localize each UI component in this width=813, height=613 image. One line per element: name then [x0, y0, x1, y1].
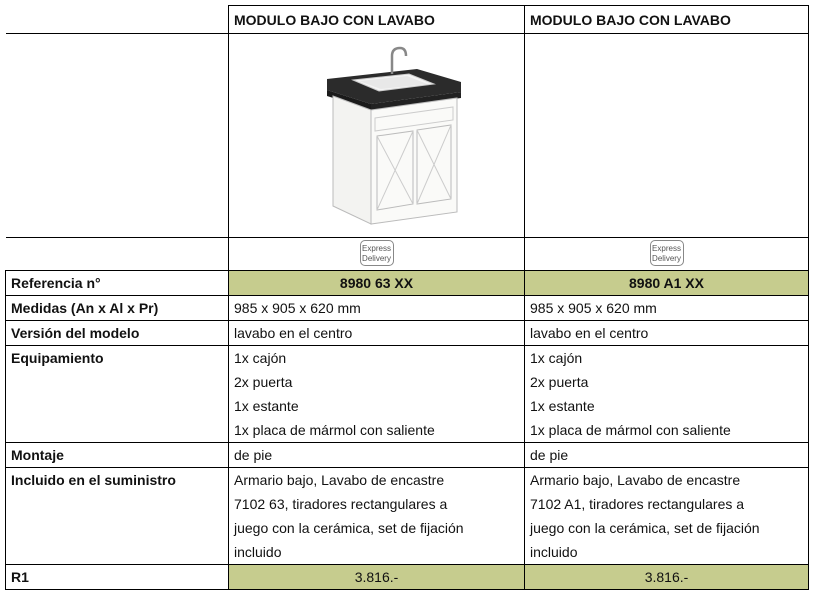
row-label: Medidas (An x Al x Pr): [5, 295, 229, 321]
spec-cell: 3.816.-: [524, 564, 809, 590]
spec-cell: de pie: [524, 442, 809, 468]
row-label: R1: [5, 564, 229, 590]
column-header: MODULO BAJO CON LAVABO: [228, 5, 525, 34]
cell-line: de pie: [530, 447, 569, 463]
cell-line: 3.816.-: [644, 569, 689, 585]
cell-line: 1x placa de mármol con saliente: [530, 422, 731, 438]
cell-line: 8980 A1 XX: [629, 275, 704, 291]
spec-row: Montaje de pie de pie: [5, 442, 809, 468]
spec-row: Equipamiento 1x cajón 2x puerta 1x estante 1…: [5, 345, 809, 443]
spec-cell: Armario bajo, Lavabo de encastre 7102 63,…: [228, 467, 525, 565]
cell-line: 1x cajón: [530, 350, 583, 366]
spec-cell: 1x cajón 2x puerta 1x estante 1x placa de m…: [524, 345, 809, 443]
cell-line: Armario bajo, Lavabo de encastre: [234, 472, 445, 488]
spec-cell: de pie: [228, 442, 525, 468]
spec-cell: 3.816.-: [228, 564, 525, 590]
cell-line: 7102 A1, tiradores rectangulares a: [530, 496, 745, 512]
cell-line: 7102 63, tiradores rectangulares a: [234, 496, 448, 512]
cell-line: Armario bajo, Lavabo de encastre: [530, 472, 741, 488]
badge-row: Express Delivery Express Delivery: [5, 237, 809, 271]
badge-text: Delivery: [652, 254, 681, 263]
spec-row: Referencia n° 8980 63 XX 8980 A1 XX: [5, 270, 809, 296]
badge-cell: Express Delivery: [228, 237, 525, 271]
badge-text: Express: [652, 244, 681, 253]
cell-line: 1x placa de mármol con saliente: [234, 422, 435, 438]
cell-line: 1x estante: [234, 398, 299, 414]
express-delivery-badge: Express Delivery: [649, 240, 684, 266]
cell-line: juego con la cerámica, set de fijación: [530, 520, 760, 536]
blank-cell: [5, 237, 229, 271]
spec-row: R1 3.816.- 3.816.-: [5, 564, 809, 590]
badge-cell: Express Delivery: [524, 237, 809, 271]
blank-cell: [5, 5, 229, 34]
cell-line: 1x estante: [530, 398, 595, 414]
spec-row: Incluido en el suministro Armario bajo, L…: [5, 467, 809, 565]
cell-line: 985 x 905 x 620 mm: [530, 300, 657, 316]
spec-cell: 8980 A1 XX: [524, 270, 809, 296]
product-image: [327, 46, 461, 225]
image-cell: [524, 33, 809, 238]
spec-cell: 8980 63 XX: [228, 270, 525, 296]
row-label: Equipamiento: [5, 345, 229, 443]
express-delivery-badge: Express Delivery: [359, 240, 394, 266]
column-header: MODULO BAJO CON LAVABO: [524, 5, 809, 34]
cell-line: incluido: [234, 544, 282, 560]
header-row: MODULO BAJO CON LAVABO MODULO BAJO CON LA…: [5, 5, 809, 34]
row-label: Incluido en el suministro: [5, 467, 229, 565]
spec-table: MODULO BAJO CON LAVABO MODULO BAJO CON LA…: [5, 5, 809, 590]
cell-line: 1x cajón: [234, 350, 287, 366]
cell-line: incluido: [530, 544, 578, 560]
spec-row: Medidas (An x Al x Pr) 985 x 905 x 620 mm…: [5, 295, 809, 321]
badge-text: Delivery: [362, 254, 391, 263]
cell-line: 2x puerta: [234, 374, 293, 390]
cell-line: 3.816.-: [354, 569, 399, 585]
cell-line: juego con la cerámica, set de fijación: [234, 520, 464, 536]
spec-cell: 985 x 905 x 620 mm: [228, 295, 525, 321]
spec-cell: 1x cajón 2x puerta 1x estante 1x placa de m…: [228, 345, 525, 443]
row-label: Montaje: [5, 442, 229, 468]
image-row: [5, 33, 809, 238]
spec-cell: lavabo en el centro: [524, 320, 809, 346]
row-label: Referencia n°: [5, 270, 229, 296]
cell-line: 2x puerta: [530, 374, 589, 390]
image-cell: [228, 33, 525, 238]
cell-line: 985 x 905 x 620 mm: [234, 300, 361, 316]
spec-cell: 985 x 905 x 620 mm: [524, 295, 809, 321]
blank-cell: [5, 33, 229, 238]
cell-line: de pie: [234, 447, 273, 463]
cell-line: lavabo en el centro: [234, 325, 353, 341]
spec-cell: Armario bajo, Lavabo de encastre 7102 A1,…: [524, 467, 809, 565]
spec-cell: lavabo en el centro: [228, 320, 525, 346]
row-label: Versión del modelo: [5, 320, 229, 346]
cell-line: 8980 63 XX: [339, 275, 414, 291]
badge-text: Express: [362, 244, 391, 253]
spec-row: Versión del modelo lavabo en el centro lav…: [5, 320, 809, 346]
cell-line: lavabo en el centro: [530, 325, 649, 341]
